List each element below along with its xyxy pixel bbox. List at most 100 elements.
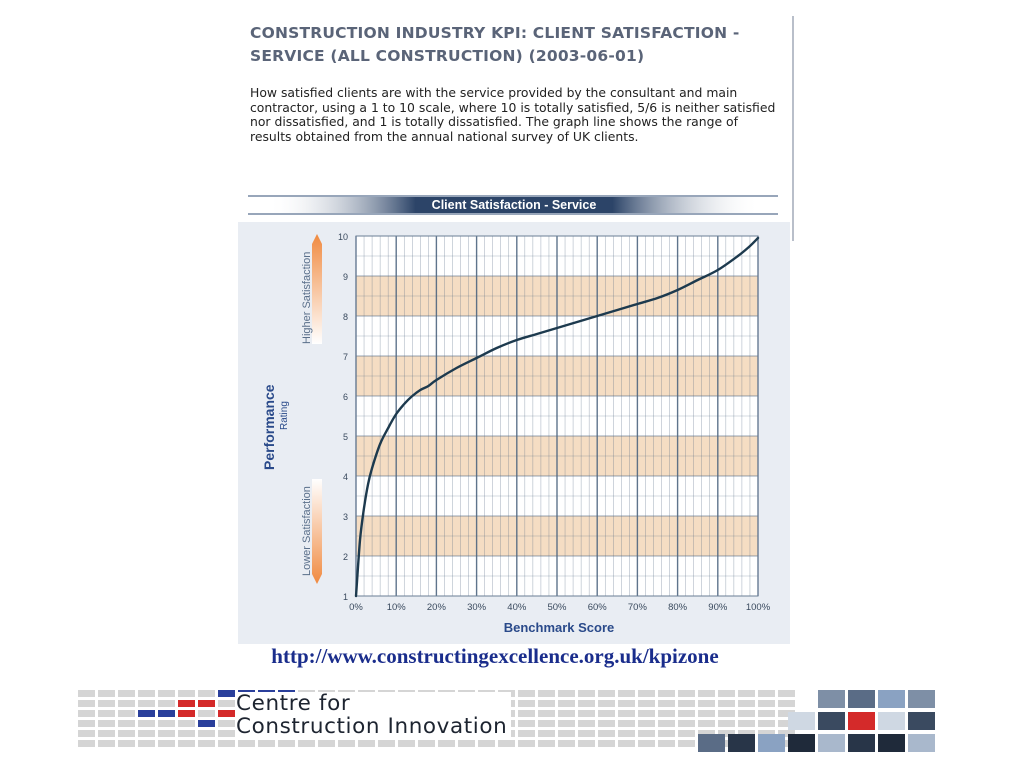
footer-tile [98, 710, 115, 717]
footer-tile [118, 690, 135, 697]
org-line-1: Centre for [236, 692, 512, 715]
org-line-2: Construction Innovation [236, 715, 512, 738]
footer-tile [158, 710, 175, 717]
footer-tile [718, 730, 735, 737]
footer-tile [758, 730, 775, 737]
footer-tile [578, 710, 595, 717]
footer-tile [178, 740, 195, 747]
footer-tile [578, 700, 595, 707]
chart-title: Client Satisfaction - Service [432, 198, 597, 212]
y-tick-label: 3 [343, 512, 348, 522]
y-tick-label: 10 [338, 232, 348, 242]
footer-tile [158, 720, 175, 727]
footer-tile [178, 690, 195, 697]
lower-arrow [312, 479, 322, 584]
footer-tile [78, 700, 95, 707]
photo-tile [908, 690, 935, 708]
footer-tile [218, 730, 235, 737]
x-tick-label: 10% [387, 602, 407, 613]
y-axis-label: Performance [261, 384, 277, 470]
footer-tile [678, 720, 695, 727]
footer-tile [718, 720, 735, 727]
footer-tile [738, 730, 755, 737]
footer-tile [338, 740, 355, 747]
photo-tile [818, 690, 845, 708]
footer-tile [158, 730, 175, 737]
footer-tile [698, 700, 715, 707]
photo-tile [848, 734, 875, 752]
footer-tile [618, 720, 635, 727]
footer-tile [118, 740, 135, 747]
photo-tile [788, 712, 815, 730]
footer-tile [618, 730, 635, 737]
footer-tile [298, 740, 315, 747]
footer-tile [158, 740, 175, 747]
footer-tile [518, 720, 535, 727]
photo-tile [908, 734, 935, 752]
x-tick-label: 70% [628, 602, 648, 613]
footer-tile [778, 720, 795, 727]
footer-tile [778, 730, 795, 737]
footer-tile [678, 690, 695, 697]
footer-tile [518, 690, 535, 697]
footer-tile [518, 710, 535, 717]
footer-tile [538, 710, 555, 717]
footer-tile [198, 690, 215, 697]
footer-tile [138, 700, 155, 707]
footer-tile [138, 710, 155, 717]
footer-tile [558, 720, 575, 727]
x-tick-label: 30% [467, 602, 487, 613]
footer-tile [638, 710, 655, 717]
footer-tile [758, 690, 775, 697]
footer-tile [738, 720, 755, 727]
footer-tile [658, 710, 675, 717]
footer-tile [118, 700, 135, 707]
footer-tile [638, 720, 655, 727]
footer-tile [738, 710, 755, 717]
footer-tile [258, 740, 275, 747]
y-axis-sublabel: Rating [279, 401, 290, 430]
footer-tile [178, 710, 195, 717]
photo-tile [698, 734, 725, 752]
footer-tile [518, 700, 535, 707]
footer-tile [718, 710, 735, 717]
y-tick-label: 8 [343, 312, 348, 322]
footer-tile [638, 700, 655, 707]
footer-tile [538, 740, 555, 747]
footer-tile [718, 690, 735, 697]
footer-tile [618, 740, 635, 747]
footer-tile [78, 690, 95, 697]
footer-tile [438, 740, 455, 747]
y-tick-label: 1 [343, 592, 348, 602]
photo-tile [728, 734, 755, 752]
footer-tile [178, 700, 195, 707]
footer-tile [98, 700, 115, 707]
footer-banner: Centre for Construction Innovation [78, 690, 938, 752]
footer-tile [698, 730, 715, 737]
x-tick-label: 0% [349, 602, 363, 613]
source-link[interactable]: http://www.constructingexcellence.org.uk… [271, 644, 719, 668]
photo-tile [848, 712, 875, 730]
footer-tile [658, 700, 675, 707]
lower-satisfaction-label: Lower Satisfaction [301, 486, 313, 576]
footer-tile [678, 700, 695, 707]
footer-tile [218, 720, 235, 727]
satisfaction-chart: Client Satisfaction - Service 1 2 3 4 5 6 7 8 9 1… [238, 184, 790, 635]
footer-tile [98, 740, 115, 747]
footer-tile [578, 730, 595, 737]
footer-tile [118, 710, 135, 717]
footer-tile [78, 710, 95, 717]
footer-tile [398, 740, 415, 747]
footer-tile [698, 690, 715, 697]
kpi-panel: CONSTRUCTION INDUSTRY KPI: CLIENT SATISF… [238, 16, 794, 644]
footer-tile [198, 720, 215, 727]
y-tick-label: 7 [343, 352, 348, 362]
x-tick-label: 80% [668, 602, 688, 613]
footer-tile [638, 740, 655, 747]
x-axis-label: Benchmark Score [504, 620, 615, 635]
footer-tile [578, 720, 595, 727]
footer-tile [498, 740, 515, 747]
y-tick-label: 2 [343, 552, 348, 562]
footer-tile [678, 730, 695, 737]
y-tick-label: 4 [343, 472, 348, 482]
